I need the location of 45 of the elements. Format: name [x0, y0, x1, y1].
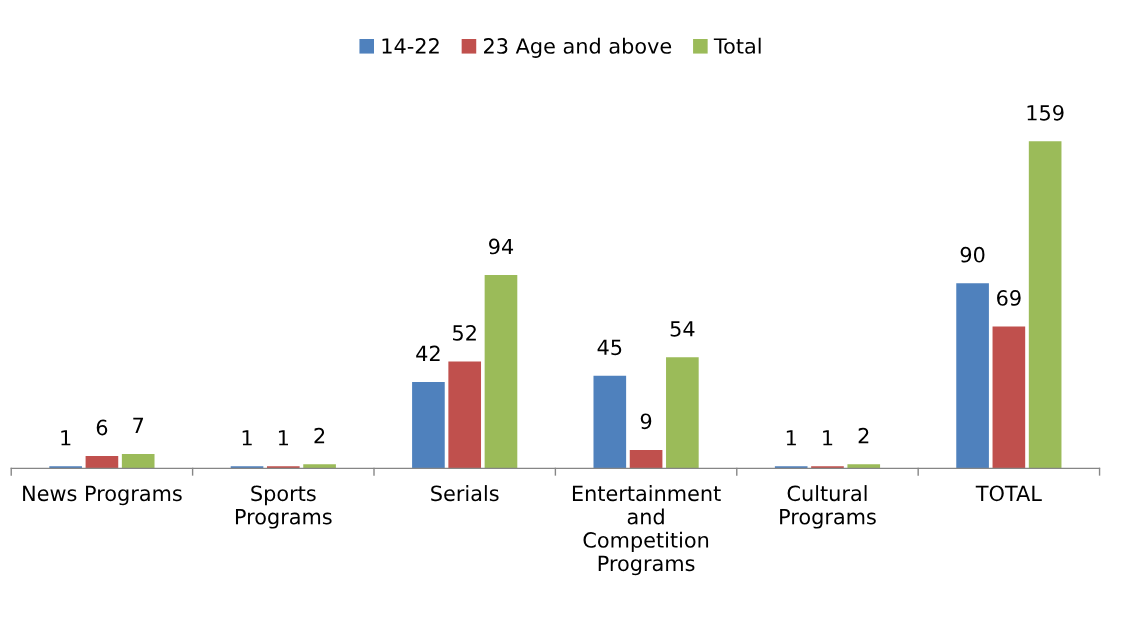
data-label: 9: [640, 413, 652, 430]
bar: [666, 357, 699, 469]
data-label: 1: [242, 430, 252, 446]
legend-label: Total: [713, 37, 761, 54]
data-label: 52: [453, 325, 476, 341]
bar: [266, 466, 300, 469]
x-tick-label: Serials: [431, 485, 499, 502]
bar: [230, 466, 264, 469]
legend-label: 23 Age and above: [484, 37, 672, 58]
bar: [629, 449, 663, 469]
legend-label: 14-22: [382, 38, 439, 54]
bar: [484, 275, 518, 469]
bar: [448, 361, 482, 469]
bar: [121, 454, 155, 469]
x-tick-label: Sports Programs: [235, 485, 332, 529]
bar: [811, 466, 844, 469]
x-tick-label: Entertainment and Competition Programs: [572, 485, 721, 576]
x-tick-label: TOTAL: [975, 485, 1042, 502]
data-label: 7: [133, 417, 144, 434]
bar: [847, 464, 881, 469]
bar: [593, 375, 627, 469]
bar: [303, 464, 336, 469]
data-label: 2: [314, 427, 325, 444]
data-label: 159: [1027, 104, 1064, 121]
bar: [412, 382, 445, 469]
bar: [1028, 141, 1062, 469]
bar: [49, 466, 82, 469]
data-label: 1: [823, 430, 833, 446]
data-label: 1: [786, 430, 796, 446]
data-label: 42: [416, 345, 440, 362]
data-label: 6: [96, 419, 108, 436]
x-tick-label: News Programs: [23, 485, 182, 506]
data-label: 2: [858, 427, 869, 444]
data-label: 1: [61, 430, 71, 446]
data-label: 45: [597, 339, 622, 356]
data-label: 54: [670, 321, 695, 337]
bar: [774, 466, 808, 469]
bar: [992, 326, 1026, 469]
data-label: 94: [489, 238, 514, 255]
bar: [85, 456, 119, 469]
x-tick-label: Cultural Programs: [780, 485, 876, 529]
bar: [956, 283, 989, 469]
data-label: 69: [997, 290, 1021, 306]
data-label: 1: [278, 430, 289, 446]
data-label: 90: [960, 246, 985, 263]
